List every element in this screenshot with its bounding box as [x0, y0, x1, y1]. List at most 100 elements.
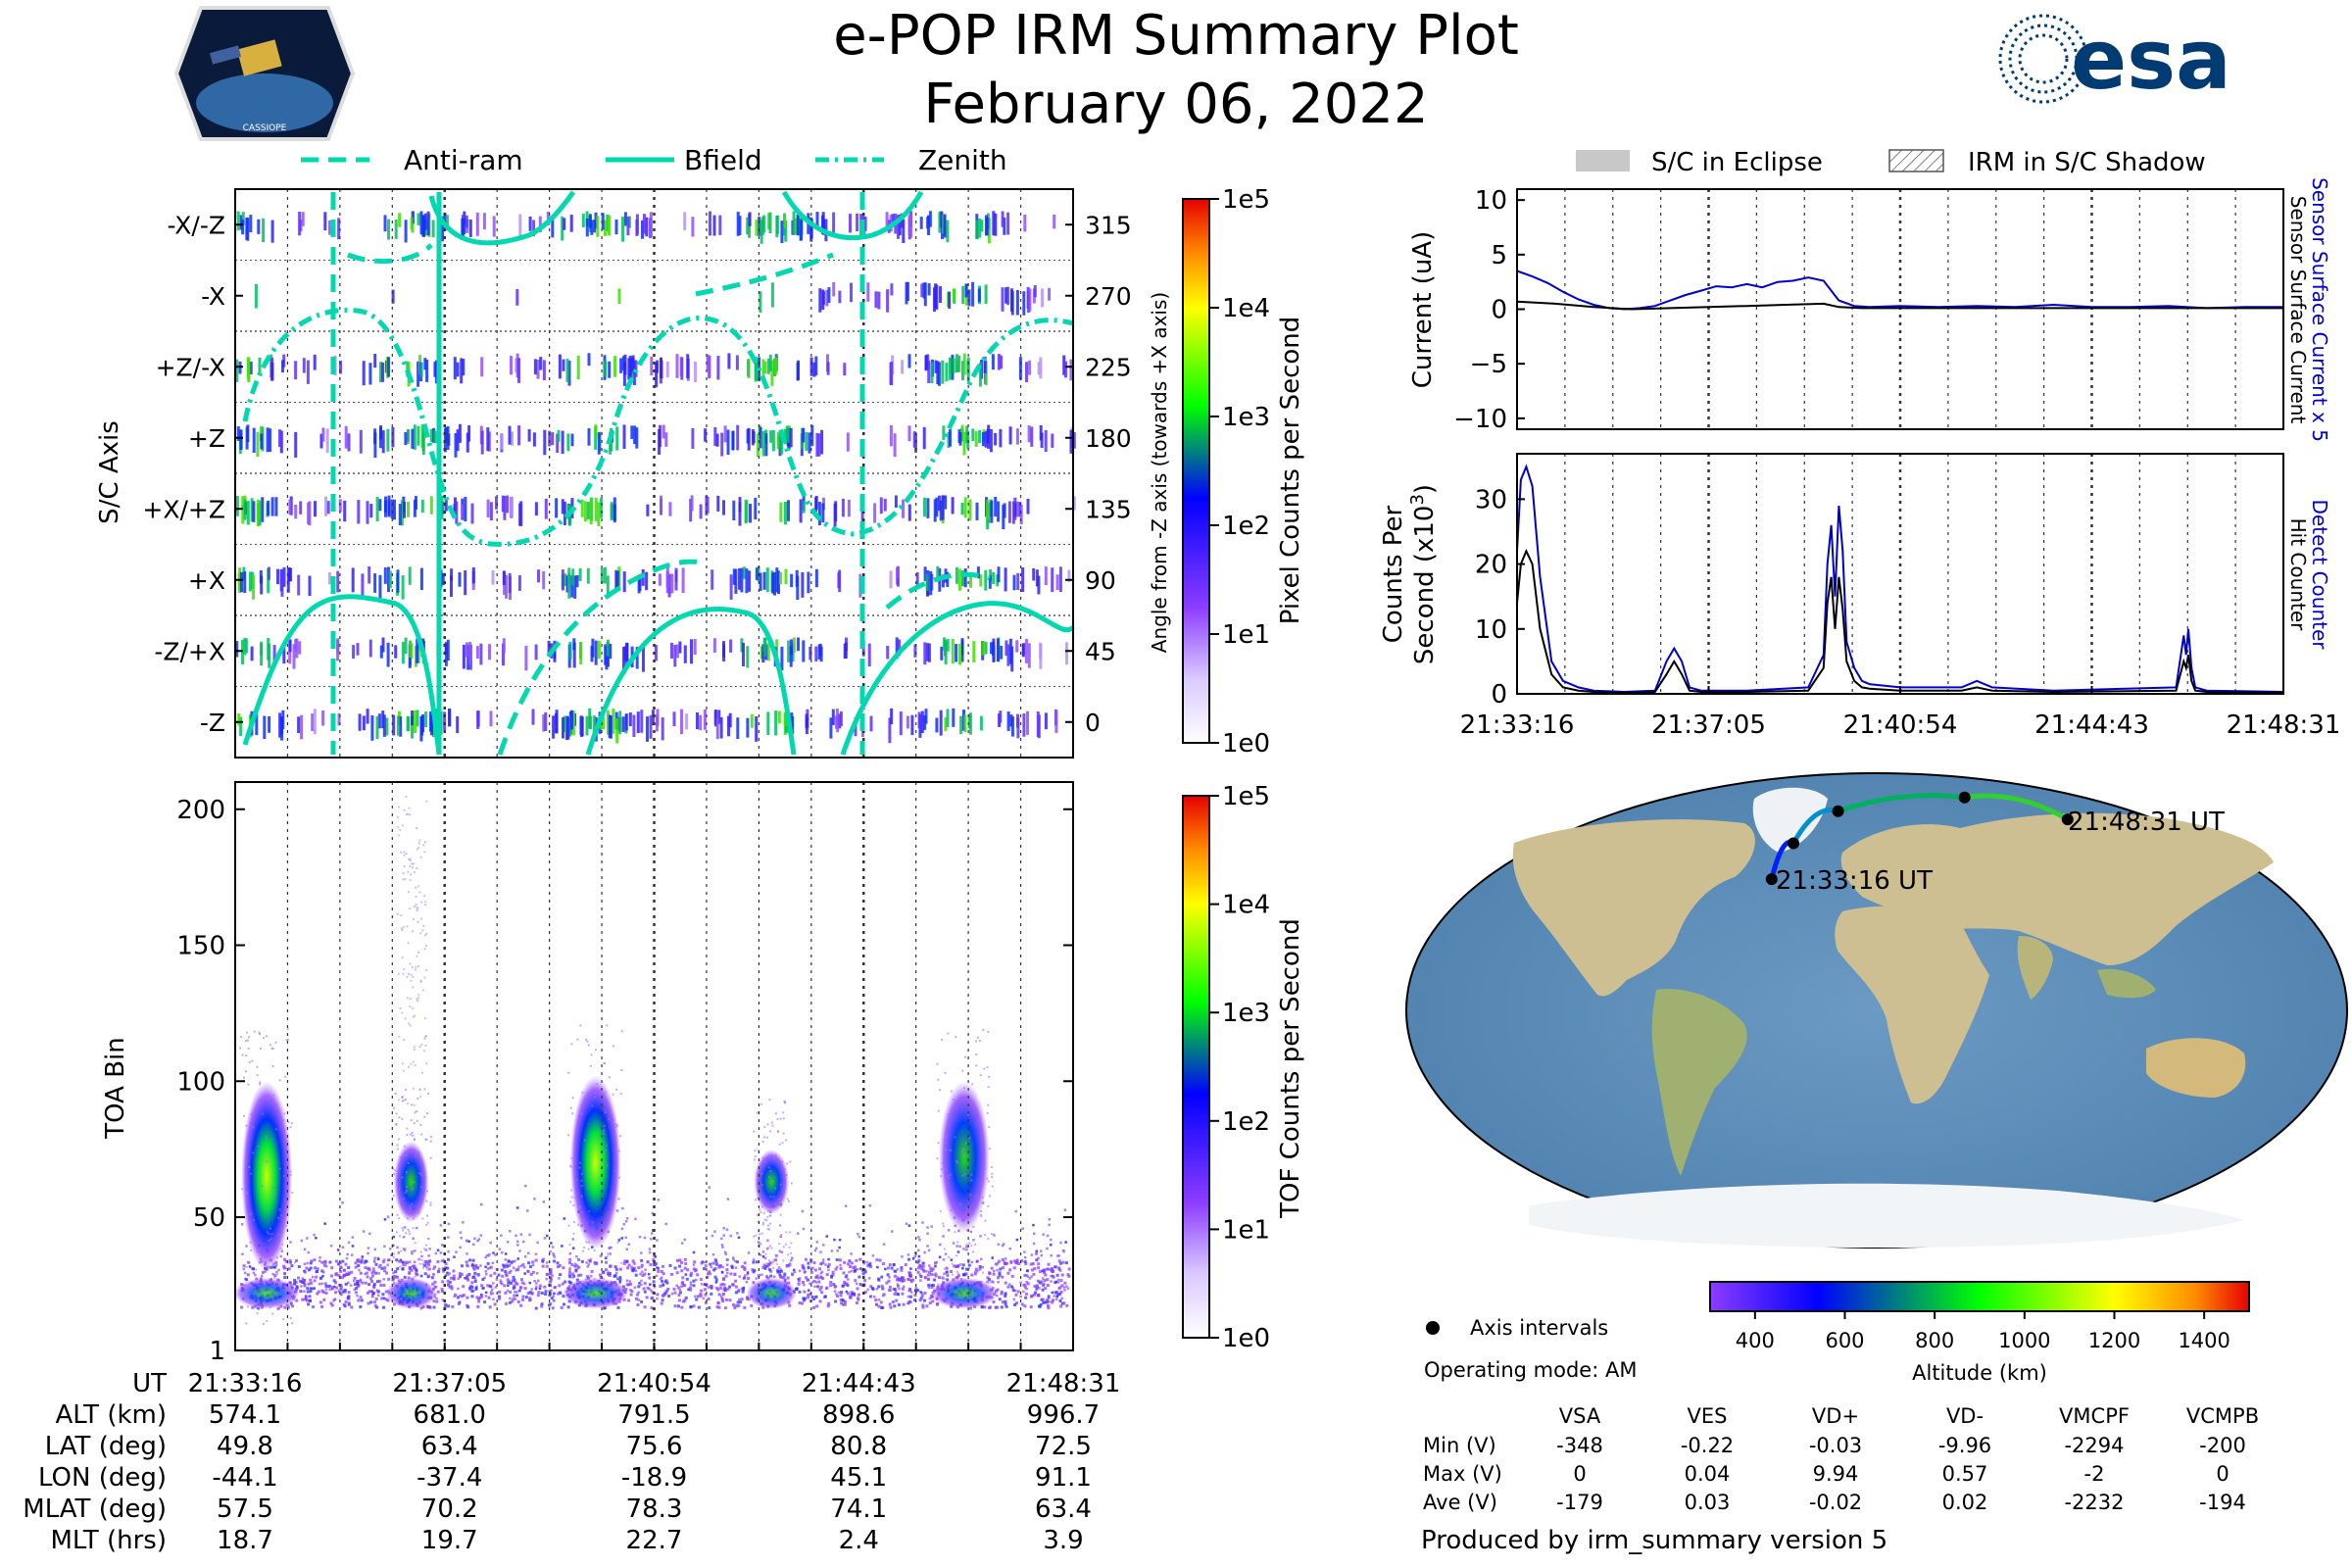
heat-cell [920, 283, 924, 298]
toa-blob-speckle [936, 1157, 939, 1160]
toa-speckle [407, 942, 410, 945]
toa-speckle [1038, 1287, 1041, 1290]
toa-band-cell [675, 1258, 679, 1262]
toa-speckle [460, 1237, 463, 1240]
toa-speckle [664, 1222, 667, 1226]
toa-band-cell [999, 1267, 1003, 1271]
heat-cell [362, 361, 366, 386]
toa-blob-speckle [256, 1074, 259, 1077]
toa-band-cell [481, 1278, 485, 1281]
toa-speckle [396, 912, 399, 915]
heat-cell [409, 642, 413, 659]
time-table-cell: 21:40:54 [597, 1369, 711, 1398]
heat-cell [381, 363, 385, 382]
toa-band-cell [893, 1292, 897, 1296]
toa-speckle [351, 1245, 355, 1248]
heat-cell [777, 710, 781, 724]
toa-blob-speckle [405, 1154, 408, 1156]
toa-band-cell [436, 1290, 440, 1294]
toa-speckle [411, 862, 414, 865]
toa-band-cell [308, 1298, 312, 1302]
heat-cell [718, 215, 722, 235]
toa-speckle [604, 1256, 608, 1259]
toa-band-cell [513, 1294, 516, 1298]
toa-band-cell [391, 1278, 395, 1282]
toa-blob-speckle [618, 1238, 621, 1241]
toa-band-cell [419, 1306, 423, 1310]
toa-band-cell [465, 1260, 468, 1264]
toa-speckle [558, 1277, 561, 1280]
toa-speckle [402, 878, 405, 881]
toa-blob-speckle [262, 1323, 265, 1325]
toa-band-cell [676, 1304, 680, 1308]
heat-cell [1072, 496, 1076, 511]
toa-band-cell [807, 1261, 810, 1265]
heat-cell [607, 710, 610, 735]
toa-band-cell [514, 1268, 518, 1272]
toa-band-cell [1047, 1299, 1051, 1303]
toa-blob-speckle [760, 1102, 762, 1105]
heat-cell [924, 709, 928, 724]
heat-cell [606, 641, 610, 657]
heat-cell [357, 500, 361, 524]
toa-band-cell [802, 1281, 805, 1284]
toa-blob-speckle [248, 1036, 250, 1039]
toa-speckle [459, 1294, 462, 1298]
toa-band-cell [335, 1286, 339, 1290]
toa-speckle [913, 1254, 916, 1258]
toa-speckle [574, 1263, 577, 1266]
heat-cell [941, 495, 945, 520]
toa-speckle [744, 1274, 747, 1277]
toa-band-cell [1004, 1304, 1008, 1308]
toa-band-cell [995, 1262, 998, 1266]
heat-cell [766, 711, 770, 735]
toa-speckle [614, 1271, 618, 1275]
toa-blob-speckle [768, 1245, 771, 1248]
toa-band-cell [468, 1286, 471, 1290]
toa-speckle [533, 1280, 536, 1283]
toa-band-cell [1056, 1293, 1060, 1297]
toa-speckle [855, 1282, 858, 1286]
heat-cell [899, 711, 903, 736]
toa-speckle [737, 1236, 741, 1239]
toa-speckle [411, 1250, 414, 1253]
toa-blob-speckle [981, 1196, 984, 1199]
toa-band-cell [730, 1264, 734, 1268]
toa-speckle [383, 1218, 387, 1221]
toa-band-cell [1055, 1273, 1059, 1277]
toa-band-cell [706, 1275, 710, 1279]
toa-blob-speckle [574, 1197, 576, 1199]
toa-speckle [680, 1285, 683, 1289]
heat-cell [391, 289, 395, 304]
heat-cell [558, 354, 562, 379]
toa-band-cell [819, 1275, 823, 1279]
toa-speckle [644, 1268, 647, 1271]
toa-band-cell [656, 1293, 660, 1297]
toa-blob-speckle [569, 1106, 572, 1109]
toa-speckle [761, 1250, 765, 1253]
toa-speckle [833, 1290, 837, 1293]
toa-band-cell [395, 1258, 399, 1262]
toa-band-cell [345, 1272, 348, 1276]
toa-speckle [411, 966, 414, 969]
toa-blob-speckle [774, 1253, 777, 1256]
toa-band-cell [726, 1287, 730, 1291]
heat-cell [612, 497, 616, 521]
time-table-cell: 70.2 [421, 1494, 478, 1524]
toa-speckle [373, 1256, 376, 1259]
toa-blob-speckle [974, 1195, 977, 1198]
toa-blob-speckle [271, 1312, 274, 1315]
toa-band-cell [396, 1275, 399, 1279]
heat-cell [732, 568, 736, 585]
toa-speckle [315, 1237, 318, 1240]
heat-cell [939, 710, 943, 736]
toa-speckle [827, 1257, 830, 1261]
toa-band-cell [432, 1305, 436, 1309]
toa-blob-speckle [282, 1318, 285, 1321]
toa-speckle [764, 1264, 768, 1268]
toa-band-cell [941, 1276, 945, 1280]
heat-cell [1001, 211, 1004, 227]
toa-blob-speckle [966, 1229, 969, 1232]
toa-blob-speckle [775, 1262, 778, 1265]
